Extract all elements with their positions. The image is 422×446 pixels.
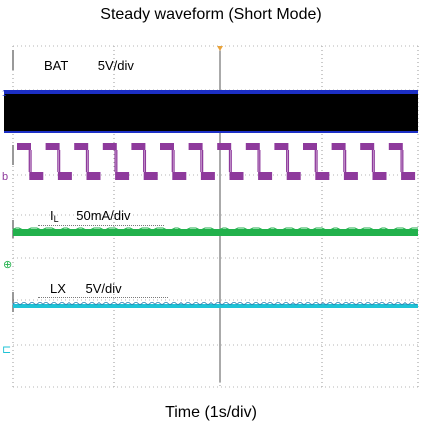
bat-band (4, 94, 418, 132)
il-ripple (12, 227, 418, 231)
ch2-high-pulse (331, 143, 346, 150)
il-channel-label: IL 50mA/div (38, 208, 164, 226)
ch2-low-pulse (315, 172, 330, 180)
ch2-high-pulse (102, 143, 117, 150)
bat-channel-label: BAT 5V/div (44, 58, 134, 73)
ch2-high-pulse (45, 143, 60, 150)
lx-channel-label: LX 5V/div (38, 281, 168, 298)
ch2-low-pulse (229, 172, 244, 180)
x-axis-label: Time (1s/div) (165, 404, 257, 421)
ch2-marker: b (2, 171, 8, 183)
il-trace (13, 229, 418, 236)
ch2-low-pulse (258, 172, 273, 180)
ch2-high-pulse (360, 143, 375, 150)
ch2-high-pulse (217, 143, 232, 150)
ch2-low-pulse (401, 172, 416, 180)
ch2-high-pulse (388, 143, 403, 150)
chart-title: Steady waveform (Short Mode) (100, 6, 322, 23)
il-name: IL (50, 208, 59, 224)
ch1-marker: 1 (2, 89, 7, 98)
ch2-low-pulse (200, 172, 215, 180)
lx-ripple (12, 301, 417, 306)
il-scale: 50mA/div (76, 208, 131, 223)
bat-band-edge (4, 90, 418, 94)
ch2-low-pulse (29, 172, 44, 180)
lx-scale: 5V/div (85, 281, 122, 296)
traces: b ⊕ ⊏ 1 (2, 46, 418, 356)
ch2-low-pulse (172, 172, 187, 180)
ch2-low-pulse (372, 172, 387, 180)
ch2-high-pulse (160, 143, 174, 150)
ch4-marker: ⊏ (2, 344, 11, 356)
ch2-high-pulse (74, 143, 89, 150)
ch2-low-pulse (115, 172, 130, 180)
ch2-low-pulse (57, 172, 72, 180)
ch2-low-pulse (286, 172, 301, 180)
ch2-low-pulse (343, 172, 358, 180)
ch2-high-pulse (188, 143, 203, 150)
ch2-high-pulse (131, 143, 146, 150)
ch2-high-pulse (274, 143, 289, 150)
bat-scale: 5V/div (97, 58, 134, 73)
lx-trace (13, 304, 418, 308)
ch2-high-pulse (303, 143, 317, 150)
lx-name: LX (50, 281, 66, 296)
ch2-low-pulse (143, 172, 158, 180)
ch2-high-pulse (245, 143, 260, 150)
ch3-marker: ⊕ (3, 259, 12, 271)
ch2-low-pulse (86, 172, 101, 180)
bat-name: BAT (44, 58, 69, 73)
ch2-high-pulse (17, 143, 31, 150)
trigger-marker (217, 46, 223, 51)
bat-band-edge (4, 131, 418, 133)
